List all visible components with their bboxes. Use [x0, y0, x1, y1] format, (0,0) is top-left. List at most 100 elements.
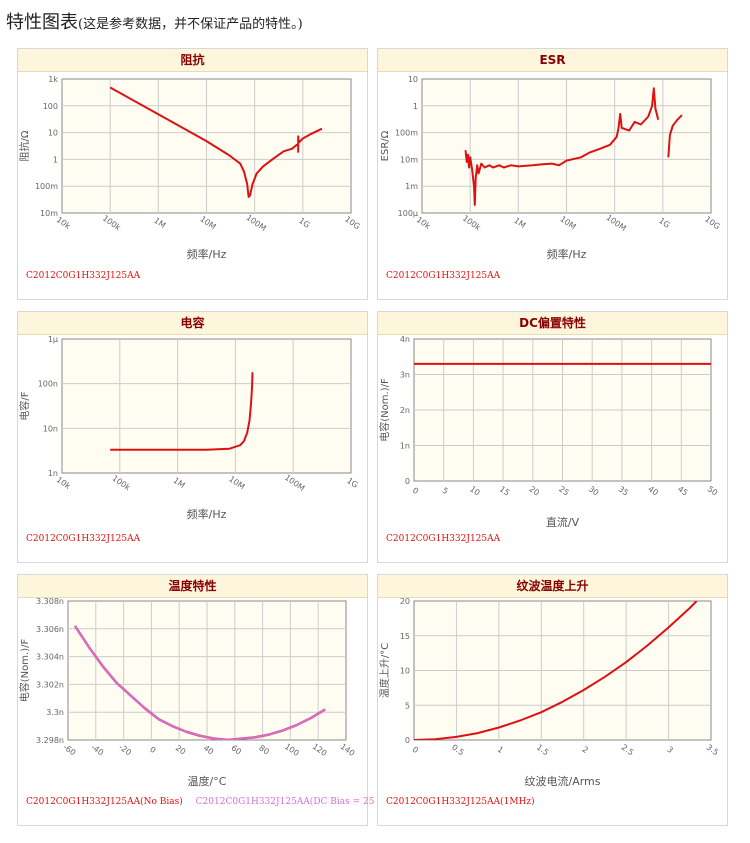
- capacitance-legend: C2012C0G1H332J125AA: [26, 534, 150, 544]
- temperature-panel: 温度特性 -60 -40 -20 0 20 40 60 80 100 120 140 3.298n 3.…: [17, 574, 381, 826]
- y-tick-label: 15: [400, 632, 410, 641]
- y-tick-label: 3.3n: [46, 708, 64, 717]
- x-tick-label: 30: [587, 484, 601, 497]
- page-subtitle: (这是参考数据，并不保证产品的特性。): [78, 17, 303, 32]
- x-tick-label: 0: [411, 486, 420, 496]
- impedance-legend-item: C2012C0G1H332J125AA: [26, 271, 141, 281]
- series-line: [464, 87, 660, 206]
- impedance-legend: C2012C0G1H332J125AA: [26, 271, 150, 281]
- page-title-text: 特性图表: [6, 12, 78, 33]
- y-tick-label: 10n: [43, 424, 58, 433]
- y-tick-label: 10m: [40, 209, 58, 218]
- x-tick-label: 10G: [343, 215, 362, 232]
- esr-legend: C2012C0G1H332J125AA: [386, 271, 510, 281]
- plot-area: [61, 338, 352, 474]
- y-tick-label: 1k: [48, 75, 58, 84]
- x-tick-label: 3: [665, 745, 674, 755]
- x-tick-label: 1: [496, 745, 505, 755]
- series-line: [110, 372, 254, 451]
- ripple-chart-title: 纹波温度上升: [378, 575, 727, 598]
- x-tick-label: 1M: [172, 476, 187, 490]
- x-tick-label: 35: [617, 484, 631, 497]
- y-tick-label: 100n: [38, 380, 58, 389]
- x-tick-label: 45: [676, 484, 690, 497]
- x-tick-label: 15: [498, 484, 512, 497]
- y-tick-label: 100μ: [398, 209, 418, 218]
- temperature-legend-item-no-bias: C2012C0G1H332J125AA(No Bias): [26, 797, 183, 807]
- series-line: [414, 601, 698, 740]
- y-tick-label: 100: [43, 102, 58, 111]
- x-tick-label: 100k: [110, 474, 132, 493]
- dc-bias-chart-title: DC偏置特性: [378, 312, 727, 335]
- dc-bias-panel: DC偏置特性 0 5 10 15 20 25 30 35 40 45 50 0 1n 2n 3n 4n 直流/V…: [377, 311, 728, 563]
- x-tick-label: 1M: [152, 216, 167, 230]
- x-tick-label: 3.5: [705, 743, 721, 758]
- y-tick-label: 3.306n: [36, 625, 64, 634]
- capacitance-legend-item: C2012C0G1H332J125AA: [26, 534, 141, 544]
- x-axis-label: 温度/°C: [188, 774, 227, 788]
- temperature-legend: C2012C0G1H332J125AA(No Bias) C2012C0G1H3…: [26, 797, 391, 807]
- y-axis-label: 阻抗/Ω: [18, 130, 31, 161]
- dc-bias-legend: C2012C0G1H332J125AA: [386, 534, 510, 544]
- x-tick-label: 120: [311, 742, 329, 758]
- x-tick-label: 1G: [657, 216, 671, 230]
- x-tick-label: 1M: [512, 216, 527, 230]
- y-tick-label: 0: [405, 736, 410, 745]
- x-tick-label: 60: [229, 743, 243, 756]
- temperature-legend-item-dc-bias: C2012C0G1H332J125AA(DC Bias = 25 ): [195, 797, 381, 807]
- y-tick-label: 1n: [48, 469, 58, 478]
- x-tick-label: 25: [557, 484, 571, 497]
- y-tick-label: 3.298n: [36, 736, 64, 745]
- impedance-panel: 阻抗 10k 100k 1M 10M 100M 1G 10G 10m 100m 1 10 100 1k 频…: [17, 48, 368, 300]
- x-tick-label: 20: [174, 743, 188, 756]
- x-tick-label: 50: [706, 484, 720, 497]
- x-tick-label: 100k: [461, 214, 483, 233]
- y-axis-label: 电容/F: [18, 391, 31, 420]
- x-axis-label: 纹波电流/Arms: [524, 774, 600, 788]
- y-tick-label: 0: [405, 477, 410, 486]
- series-line: [667, 114, 683, 158]
- x-tick-label: 100k: [101, 214, 123, 233]
- y-tick-label: 100m: [35, 182, 58, 191]
- y-tick-label: 1: [53, 155, 58, 164]
- y-tick-label: 3n: [400, 371, 410, 380]
- x-axis-label: 频率/Hz: [187, 507, 227, 521]
- x-axis-label: 频率/Hz: [547, 247, 587, 261]
- y-tick-label: 100m: [395, 129, 418, 138]
- y-tick-label: 3.302n: [36, 680, 64, 689]
- x-tick-label: 10M: [558, 214, 577, 231]
- esr-legend-item: C2012C0G1H332J125AA: [386, 271, 501, 281]
- series-line: [74, 625, 326, 740]
- x-tick-label: 0.5: [450, 743, 466, 758]
- x-tick-label: 80: [257, 743, 271, 756]
- y-axis-label: 温度上升/°C: [378, 643, 391, 698]
- y-tick-label: 20: [400, 598, 410, 606]
- x-tick-label: 100M: [283, 473, 306, 493]
- esr-chart-title: ESR: [378, 49, 727, 72]
- y-tick-label: 4n: [400, 335, 410, 344]
- x-tick-label: 140: [339, 742, 357, 758]
- temperature-chart-title: 温度特性: [18, 575, 367, 598]
- y-tick-label: 10: [408, 75, 418, 84]
- impedance-chart: 10k 100k 1M 10M 100M 1G 10G10m100m1101001k频率/H…: [18, 75, 362, 261]
- ripple-legend: C2012C0G1H332J125AA(1MHz): [386, 797, 545, 807]
- dc-bias-legend-item: C2012C0G1H332J125AA: [386, 534, 501, 544]
- ripple-panel: 纹波温度上升 0 0.5 1 1.5 2 2.5 3 3.5 0 5 10 15 20 纹波电流/Arms…: [377, 574, 728, 826]
- x-tick-label: 40: [646, 484, 660, 497]
- x-tick-label: 1G: [345, 476, 359, 490]
- dc-bias-chart: 0 5 10 15 20 25 30 35 40 45 50 0 1n 2n 3n 4n 直流/V 电容(Nom.…: [378, 335, 720, 529]
- x-tick-label: 100M: [604, 213, 627, 233]
- x-tick-label: 20: [527, 484, 541, 497]
- page-title: 特性图表(这是参考数据，并不保证产品的特性。): [6, 8, 303, 34]
- esr-panel: ESR 10k 100k 1M 10M 100M 1G 10G 100μ 1m 10m 100m 1 1…: [377, 48, 728, 300]
- x-tick-label: 10: [468, 484, 482, 497]
- x-tick-label: 10M: [198, 214, 217, 231]
- x-tick-label: -40: [89, 743, 105, 758]
- y-axis-label: ESR/Ω: [380, 130, 391, 161]
- temperature-chart: -60 -40 -20 0 20 40 60 80 100 120 1403.298n3.3n3.3…: [18, 598, 357, 788]
- x-tick-label: 2.5: [620, 743, 636, 758]
- x-tick-label: 10M: [227, 474, 246, 491]
- capacitance-chart-title: 电容: [18, 312, 367, 335]
- x-tick-label: 100: [283, 742, 301, 758]
